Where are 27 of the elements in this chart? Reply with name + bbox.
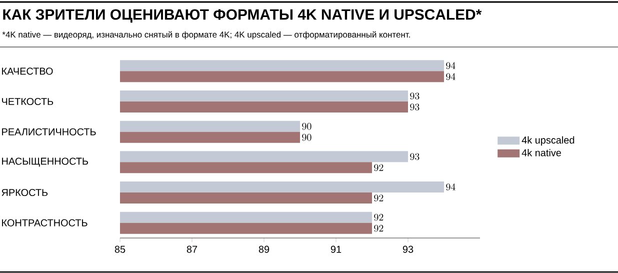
x-tick-label: 89 <box>258 246 270 253</box>
data-label: 94 <box>446 183 456 190</box>
legend-label: 4k upscaled <box>522 136 574 146</box>
x-tick-label: 85 <box>114 246 126 253</box>
data-label: 94 <box>446 73 456 80</box>
y-tick-label: НАСЫЩЕННОСТЬ <box>2 158 88 167</box>
data-label: 94 <box>446 62 456 70</box>
y-tick-label: КАЧЕСТВО <box>2 68 53 75</box>
data-label: 93 <box>410 104 420 110</box>
x-tick-label: 87 <box>186 246 198 253</box>
data-label: 92 <box>374 214 384 221</box>
data-label: 90 <box>302 122 312 130</box>
data-label: 93 <box>410 153 420 160</box>
data-label: 92 <box>374 164 384 172</box>
data-label: 92 <box>374 194 384 202</box>
y-tick-label: ЯРКОСТЬ <box>2 188 48 196</box>
chart-subtitle: *4K native — видеоряд, изначально снятый в формате 4K; 4K upscaled — отформатированный контент. <box>2 31 410 40</box>
chart-title: КАК ЗРИТЕЛИ ОЦЕНИВАЮТ ФОРМАТЫ 4K NATIVE И UPSCALED* <box>3 9 482 23</box>
data-label: 90 <box>302 134 312 141</box>
data-label: 92 <box>374 224 384 232</box>
data-label: 93 <box>410 92 420 100</box>
legend-label: 4k native <box>522 148 562 156</box>
y-tick-label: РЕАЛИСТИЧНОСТЬ <box>2 128 96 136</box>
y-tick-label: ЧЕТКОСТЬ <box>2 98 54 106</box>
y-tick-label: КОНТРАСТНОСТЬ <box>2 219 88 226</box>
x-tick-label: 93 <box>402 246 414 253</box>
x-tick-label: 91 <box>330 246 342 253</box>
